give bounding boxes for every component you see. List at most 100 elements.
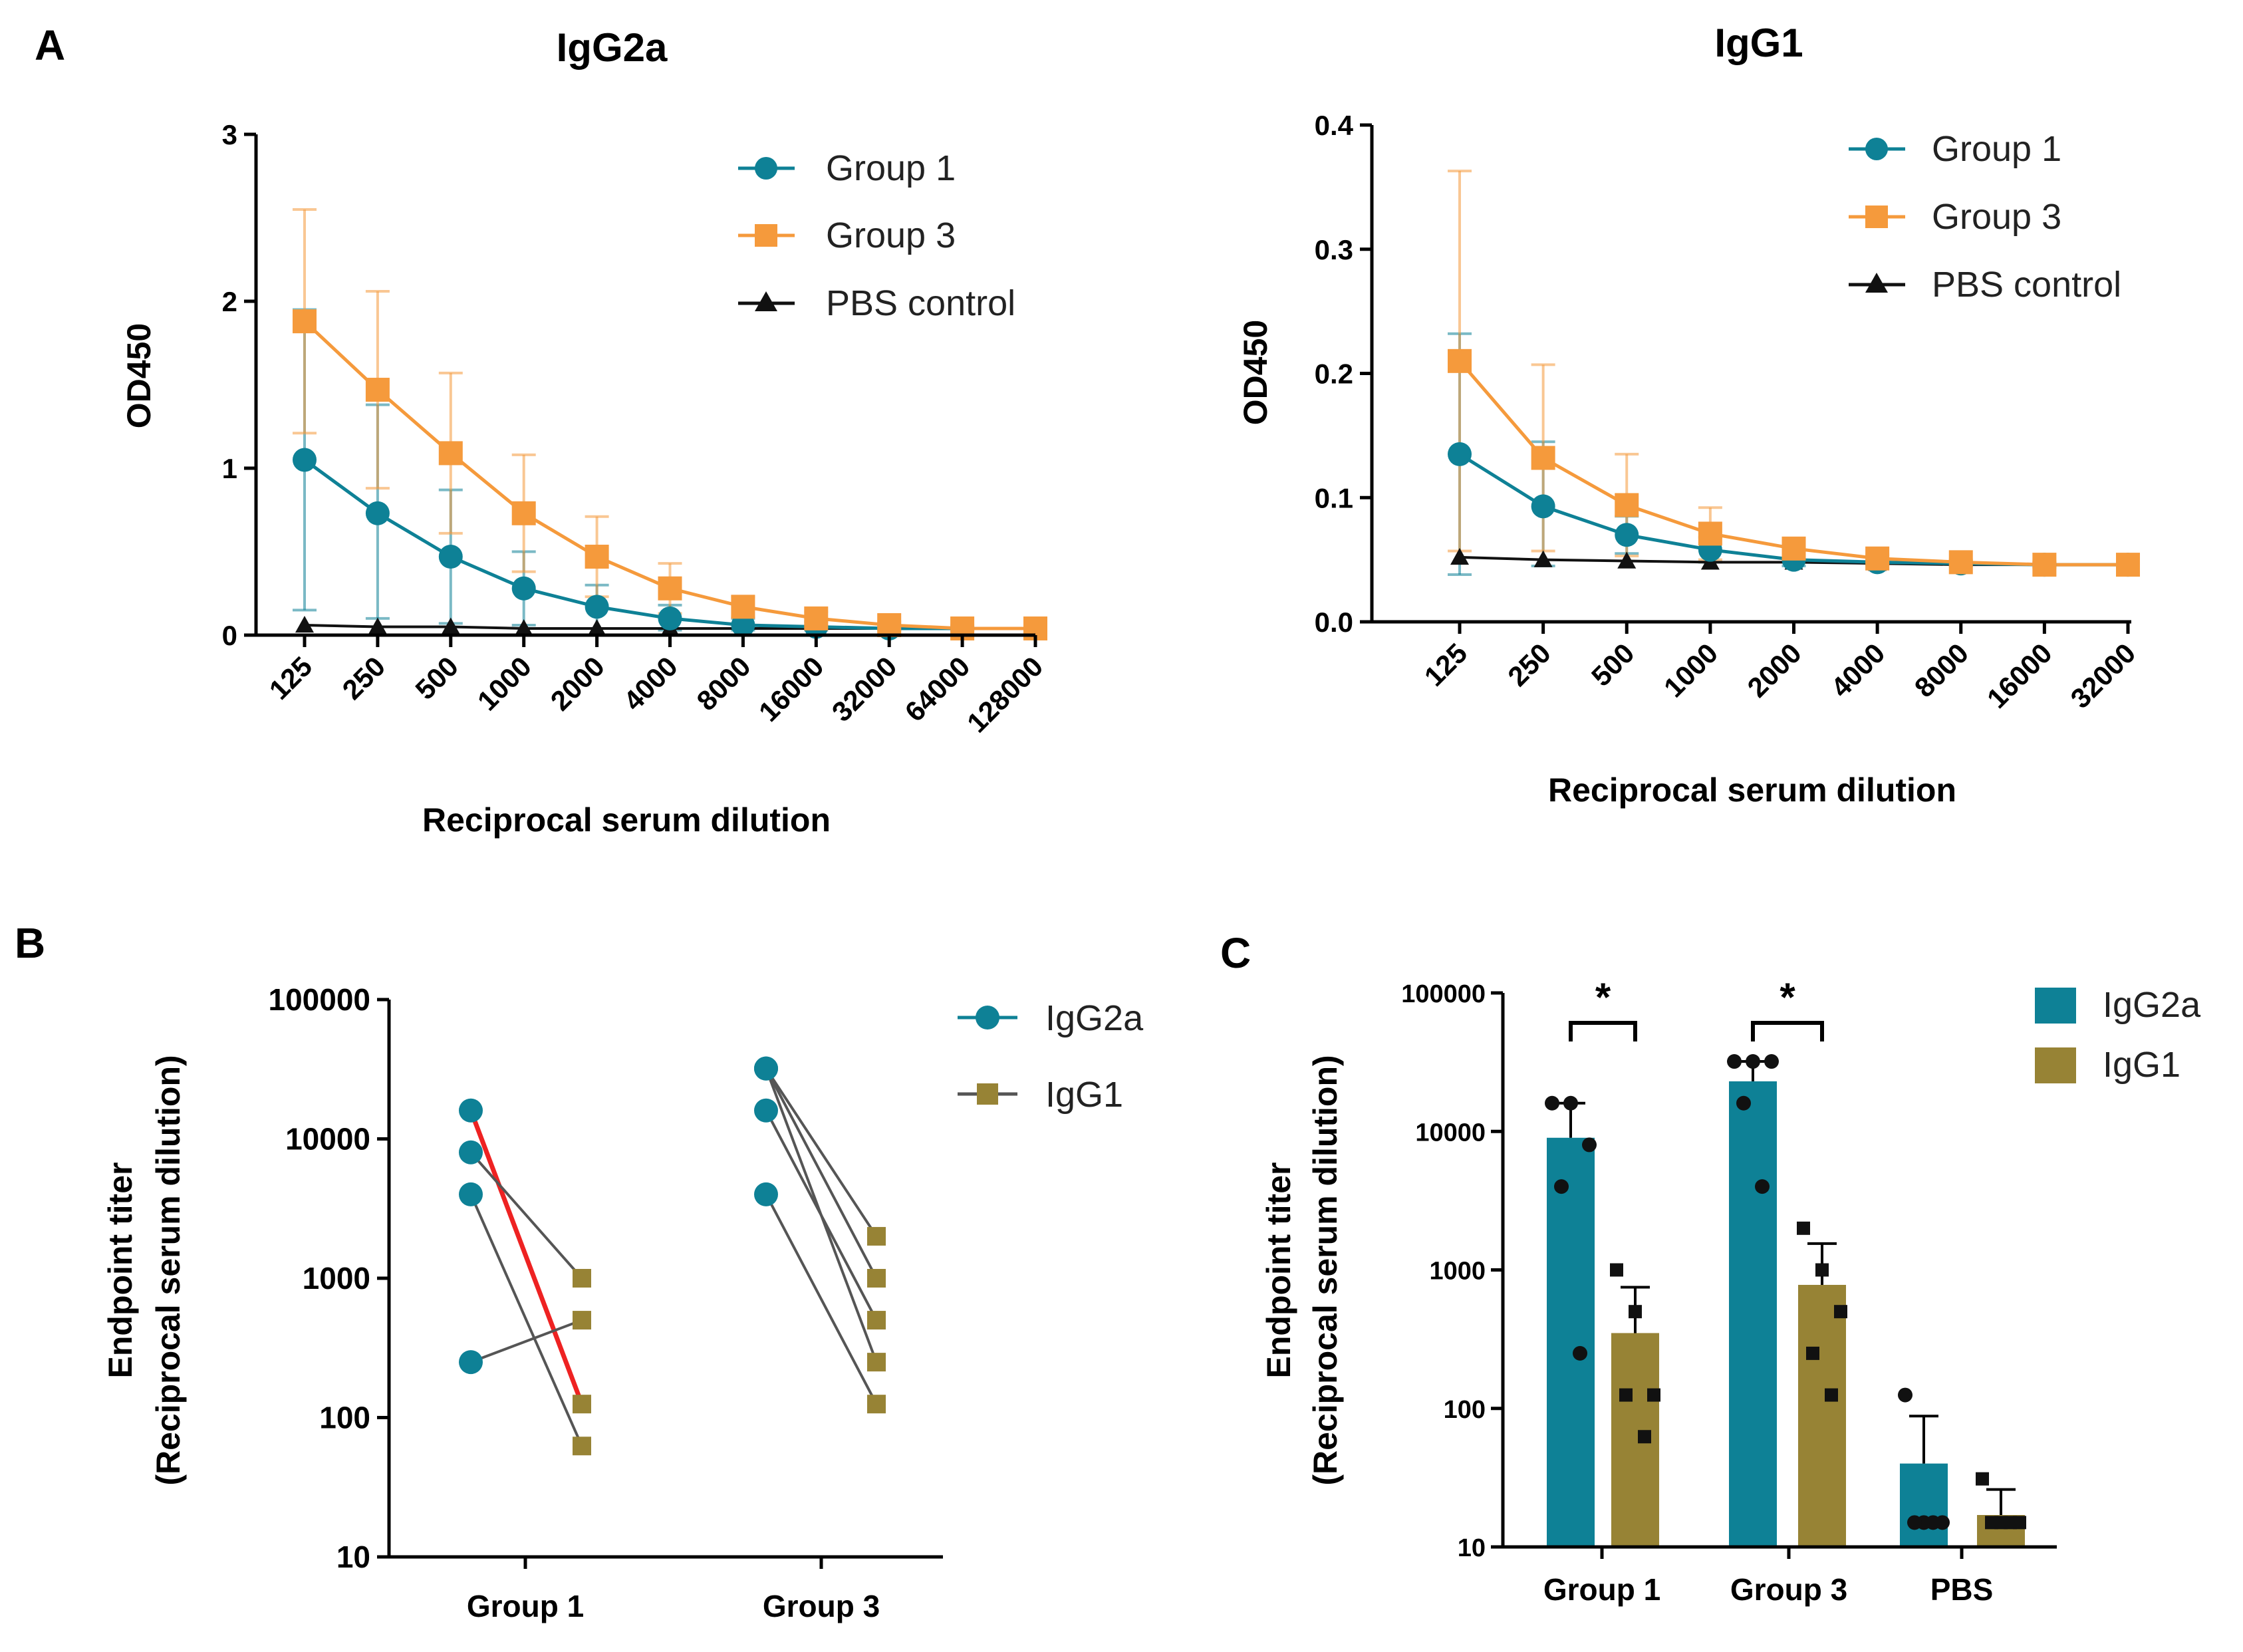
square-marker bbox=[1825, 1388, 1838, 1402]
chart-title: IgG1 bbox=[1714, 21, 1803, 65]
y-tick-label: 1000 bbox=[303, 1261, 370, 1296]
circle-marker bbox=[1554, 1179, 1569, 1194]
square-marker bbox=[293, 309, 317, 334]
triangle-marker-icon bbox=[1865, 273, 1888, 293]
x-tick-label: 500 bbox=[409, 650, 464, 706]
x-tick-label: 1000 bbox=[1658, 637, 1724, 703]
legend-item-igg1: IgG1 bbox=[2035, 1045, 2180, 1085]
circle-marker bbox=[1582, 1137, 1597, 1153]
chart-paired-endpoint-titers: 10 100 1000 10000 100000 Group 1 Group 3 Endp… bbox=[102, 982, 1144, 1623]
circle-marker bbox=[731, 613, 755, 637]
square-marker bbox=[1629, 1305, 1642, 1319]
square-marker bbox=[1698, 521, 1722, 546]
square-marker bbox=[2032, 553, 2057, 577]
legend-item-group3: Group 3 bbox=[738, 215, 956, 255]
circle-marker-icon bbox=[976, 1006, 999, 1030]
significance-bracket bbox=[1569, 1021, 1637, 1041]
square-marker bbox=[731, 595, 755, 619]
y-tick-label: 100000 bbox=[1401, 980, 1486, 1008]
significance-star: * bbox=[1780, 975, 1795, 1020]
y-tick-label: 100 bbox=[1444, 1396, 1486, 1424]
x-tick-label: 32000 bbox=[2065, 637, 2142, 714]
x-tick-label: 32000 bbox=[826, 650, 903, 728]
circle-marker bbox=[459, 1182, 483, 1206]
circle-marker bbox=[1563, 1095, 1578, 1111]
y-tick-label: 0.2 bbox=[1315, 358, 1353, 390]
square-marker bbox=[867, 1269, 886, 1288]
legend-item-pbs: PBS control bbox=[738, 283, 1015, 323]
square-marker bbox=[1815, 1263, 1829, 1277]
square-marker-icon bbox=[755, 224, 777, 247]
square-marker bbox=[573, 1437, 591, 1456]
square-marker bbox=[2004, 1516, 2017, 1530]
y-tick-label: 100000 bbox=[269, 982, 371, 1017]
y-axis-label: OD450 bbox=[120, 323, 158, 428]
legend-item-group1: Group 1 bbox=[738, 148, 956, 188]
bar-igg2a bbox=[1547, 1137, 1595, 1547]
circle-marker bbox=[1746, 1054, 1760, 1069]
y-tick-label: 100 bbox=[319, 1401, 370, 1435]
y-tick-label: 0 bbox=[222, 620, 237, 651]
square-marker bbox=[867, 1353, 886, 1372]
triangle-marker-icon bbox=[755, 291, 777, 311]
square-marker bbox=[1638, 1430, 1651, 1444]
circle-marker bbox=[1907, 1515, 1922, 1530]
pair-line-highlight bbox=[468, 1109, 585, 1405]
x-tick-label: 8000 bbox=[690, 650, 756, 716]
circle-marker bbox=[1573, 1345, 1587, 1361]
triangle-marker bbox=[1450, 547, 1469, 565]
legend: Group 1 Group 3 PBS control bbox=[1849, 129, 2121, 305]
square-marker bbox=[1531, 446, 1555, 470]
square-marker bbox=[867, 1395, 886, 1414]
circle-marker bbox=[459, 1140, 483, 1165]
square-marker bbox=[1865, 546, 1890, 571]
circle-marker bbox=[459, 1350, 483, 1375]
legend-label: PBS control bbox=[1932, 265, 2121, 305]
significance-star: * bbox=[1595, 975, 1611, 1020]
pair-line bbox=[765, 1067, 878, 1279]
triangle-marker bbox=[295, 615, 314, 633]
legend-swatch bbox=[2035, 1047, 2076, 1083]
bar-igg1 bbox=[1798, 1284, 1846, 1547]
legend-item-igg2a: IgG2a bbox=[958, 998, 1144, 1038]
square-marker bbox=[1647, 1388, 1660, 1402]
square-marker bbox=[1610, 1263, 1623, 1277]
square-marker bbox=[438, 441, 463, 466]
circle-marker-icon bbox=[1865, 138, 1888, 160]
square-marker-icon bbox=[977, 1083, 998, 1105]
y-tick-label: 2 bbox=[222, 286, 237, 317]
square-marker bbox=[511, 501, 536, 525]
legend-label: Group 3 bbox=[826, 215, 956, 255]
circle-marker bbox=[438, 545, 463, 569]
square-marker bbox=[585, 545, 609, 569]
legend-item-group1: Group 1 bbox=[1849, 129, 2061, 169]
legend-label: Group 3 bbox=[1932, 197, 2061, 237]
y-tick-label: 1 bbox=[222, 453, 237, 484]
panel-letter-b: B bbox=[15, 919, 45, 967]
bar-igg2a bbox=[1729, 1081, 1777, 1547]
square-marker bbox=[573, 1269, 591, 1288]
pair-line bbox=[765, 1067, 878, 1238]
x-tick-label: 125 bbox=[1418, 637, 1474, 692]
circle-marker bbox=[658, 606, 682, 630]
panel-letter-a: A bbox=[35, 21, 65, 69]
legend-item-igg1: IgG1 bbox=[958, 1075, 1123, 1115]
square-marker bbox=[1834, 1305, 1847, 1319]
square-marker bbox=[867, 1311, 886, 1330]
legend: Group 1 Group 3 PBS control bbox=[738, 148, 1015, 323]
x-tick-label: 125 bbox=[263, 650, 319, 706]
circle-marker bbox=[754, 1182, 778, 1206]
y-tick-label: 0.1 bbox=[1315, 482, 1353, 513]
circle-marker bbox=[1755, 1179, 1770, 1194]
y-tick-label: 0.0 bbox=[1315, 607, 1353, 638]
x-category-label: Group 3 bbox=[763, 1589, 880, 1623]
pair-line bbox=[470, 1319, 583, 1364]
x-tick-label: 2000 bbox=[1742, 637, 1807, 703]
y-tick-label: 1000 bbox=[1429, 1258, 1486, 1286]
x-tick-label: 128000 bbox=[961, 650, 1049, 738]
x-category-label: Group 1 bbox=[467, 1589, 584, 1623]
circle-marker bbox=[459, 1098, 483, 1123]
triangle-marker bbox=[441, 617, 460, 634]
series-line-group-3 bbox=[1458, 360, 2128, 567]
circle-marker bbox=[754, 1098, 778, 1123]
